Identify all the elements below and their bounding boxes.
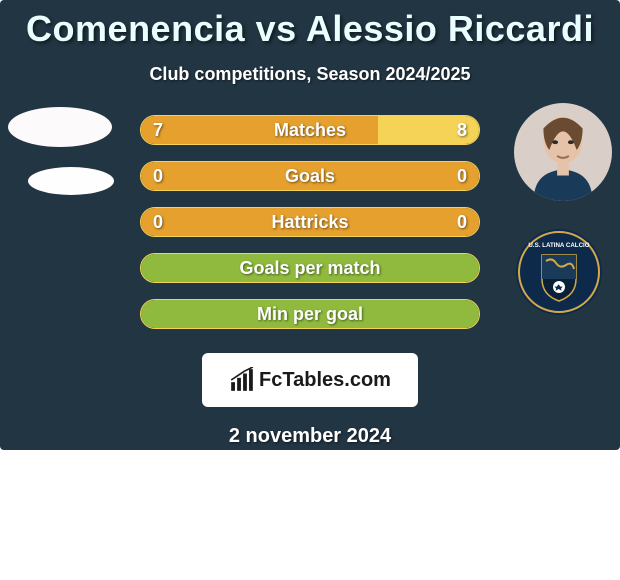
season-subtitle: Club competitions, Season 2024/2025 [0, 64, 620, 85]
stat-row: 7 Matches 8 [140, 115, 480, 145]
player-left-avatar [8, 107, 112, 147]
stat-value-left: 7 [153, 120, 163, 141]
stat-label: Hattricks [271, 212, 348, 233]
stat-value-right: 8 [457, 120, 467, 141]
comparison-card: Comenencia vs Alessio Riccardi Club comp… [0, 0, 620, 450]
stat-label: Matches [274, 120, 346, 141]
stat-row: Goals per match [140, 253, 480, 283]
stats-block: U.S. LATINA CALCIO 7 Matches 8 0 Goals 0 0 Hatt… [0, 115, 620, 329]
stat-row: 0 Hattricks 0 [140, 207, 480, 237]
stat-label: Goals per match [239, 258, 380, 279]
club-right-badge: U.S. LATINA CALCIO [516, 229, 602, 315]
stat-value-right: 0 [457, 166, 467, 187]
svg-text:U.S. LATINA CALCIO: U.S. LATINA CALCIO [528, 242, 589, 249]
stat-row: Min per goal [140, 299, 480, 329]
stat-value-left: 0 [153, 212, 163, 233]
club-left-badge [28, 167, 114, 195]
stat-value-right: 0 [457, 212, 467, 233]
fctables-logo: FcTables.com [202, 353, 418, 407]
bar-chart-icon [229, 367, 255, 393]
stat-value-left: 0 [153, 166, 163, 187]
player-right-avatar [514, 103, 612, 201]
stat-label: Min per goal [257, 304, 363, 325]
page-title: Comenencia vs Alessio Riccardi [0, 0, 620, 50]
stat-label: Goals [285, 166, 335, 187]
logo-text: FcTables.com [259, 369, 391, 392]
stat-row: 0 Goals 0 [140, 161, 480, 191]
stat-rows: 7 Matches 8 0 Goals 0 0 Hattricks 0 Goals per mat… [140, 115, 480, 329]
snapshot-date: 2 november 2024 [0, 425, 620, 448]
